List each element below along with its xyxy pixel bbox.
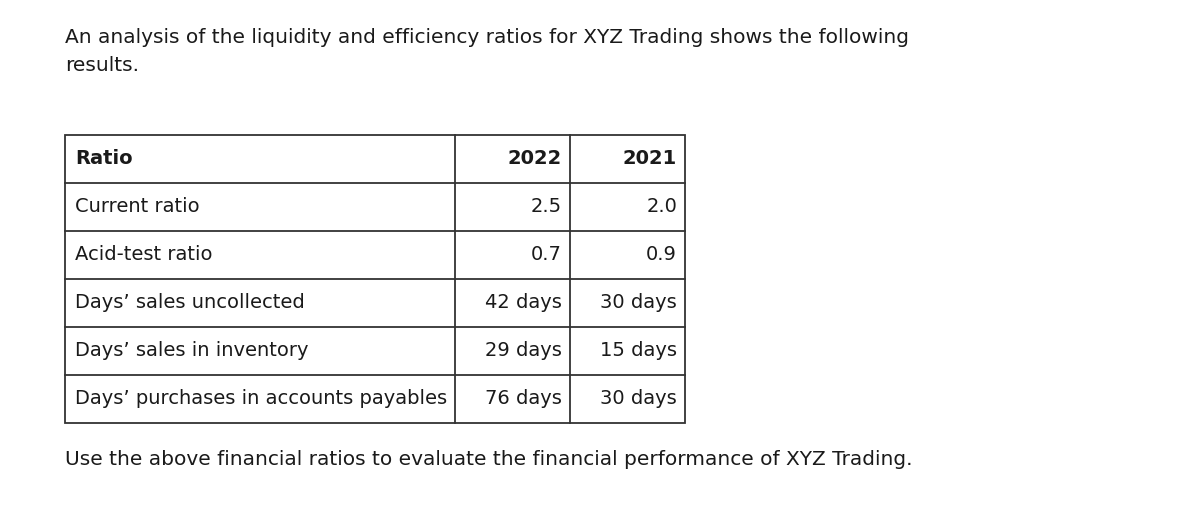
Text: Days’ sales uncollected: Days’ sales uncollected (74, 293, 305, 312)
Text: An analysis of the liquidity and efficiency ratios for XYZ Trading shows the fol: An analysis of the liquidity and efficie… (65, 28, 910, 47)
Text: 2022: 2022 (508, 149, 562, 168)
Text: 2.0: 2.0 (646, 198, 677, 216)
Text: 2021: 2021 (623, 149, 677, 168)
Text: 2.5: 2.5 (530, 198, 562, 216)
Text: Acid-test ratio: Acid-test ratio (74, 246, 212, 265)
Text: 15 days: 15 days (600, 342, 677, 361)
Text: Days’ sales in inventory: Days’ sales in inventory (74, 342, 308, 361)
Text: Days’ purchases in accounts payables: Days’ purchases in accounts payables (74, 389, 448, 408)
Text: Current ratio: Current ratio (74, 198, 199, 216)
Text: results.: results. (65, 56, 139, 75)
Text: 29 days: 29 days (485, 342, 562, 361)
Text: 30 days: 30 days (600, 389, 677, 408)
Text: 76 days: 76 days (485, 389, 562, 408)
Text: 30 days: 30 days (600, 293, 677, 312)
Text: Ratio: Ratio (74, 149, 133, 168)
Text: Use the above financial ratios to evaluate the financial performance of XYZ Trad: Use the above financial ratios to evalua… (65, 450, 912, 469)
Text: 0.7: 0.7 (532, 246, 562, 265)
Text: 0.9: 0.9 (646, 246, 677, 265)
Text: 42 days: 42 days (485, 293, 562, 312)
